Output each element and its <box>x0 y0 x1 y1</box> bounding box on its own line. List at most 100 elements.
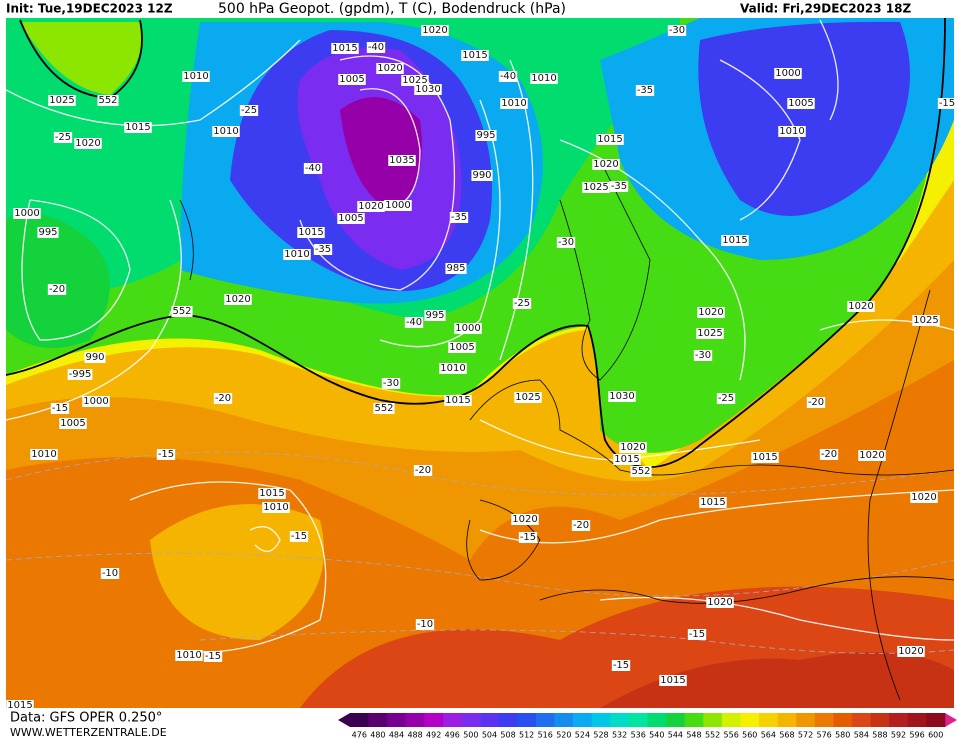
temperature-label-box <box>693 350 713 361</box>
colorbar-swatch <box>350 713 369 727</box>
isobar-label-box <box>124 122 152 133</box>
colorbar-label: 516 <box>538 731 553 740</box>
isobar-label-box <box>258 488 286 499</box>
colorbar-swatch <box>796 713 816 727</box>
temperature-label: -15 <box>205 651 221 662</box>
colorbar-label: 480 <box>370 731 385 740</box>
temperature-label: -20 <box>215 393 231 404</box>
colorbar-swatch <box>703 713 723 727</box>
colorbar-swatch <box>480 713 500 727</box>
colorbar-label: 496 <box>445 731 460 740</box>
temperature-label: -15 <box>158 449 174 460</box>
temperature-label-box <box>213 393 233 404</box>
temperature-label-box <box>687 629 707 640</box>
isobar-label-box <box>706 597 734 608</box>
isobar-label: 1020 <box>911 492 936 503</box>
colorbar-label: 492 <box>426 731 441 740</box>
isobar-label: 1010 <box>531 73 556 84</box>
isobar-label-box <box>751 452 779 463</box>
isobar-label: 1015 <box>332 43 357 54</box>
colorbar-label: 584 <box>854 731 869 740</box>
isobar-label: 1020 <box>898 646 923 657</box>
isobar-label: 995 <box>476 130 495 141</box>
isobar-label: 1005 <box>339 74 364 85</box>
colorbar-swatch <box>926 713 946 727</box>
colorbar: 476 480 484 488 492 496 500 504 508 512 516 520 524 5… <box>338 713 957 740</box>
temperature-label: -35 <box>451 212 467 223</box>
colorbar-label: 540 <box>649 731 664 740</box>
temperature-label-box <box>635 85 655 96</box>
init-time: Init: Tue,19DEC2023 12Z <box>6 2 173 16</box>
temperature-label: -25 <box>241 105 257 116</box>
colorbar-label: 568 <box>779 731 794 740</box>
isobar-label-box <box>48 95 76 106</box>
temperature-label: -40 <box>368 42 384 53</box>
temperature-label: -20 <box>808 397 824 408</box>
isobar-label-box <box>608 391 636 402</box>
temperature-label: -995 <box>69 369 92 380</box>
isobar-label: 1035 <box>389 155 414 166</box>
temperature-label-box <box>313 244 333 255</box>
isobar-label: 1025 <box>913 315 938 326</box>
isobar-label: 1010 <box>440 363 465 374</box>
isobar-label-box <box>421 25 449 36</box>
isobar-label: 1020 <box>593 159 618 170</box>
temperature-label: -30 <box>558 237 574 248</box>
colorbar-label: 520 <box>556 731 571 740</box>
isobar-label: 1020 <box>225 294 250 305</box>
isobar-label: 1025 <box>402 75 427 86</box>
isobar-label-box <box>444 395 472 406</box>
isobar-label: 1020 <box>512 514 537 525</box>
temperature-label: -30 <box>669 25 685 36</box>
colorbar-swatch <box>554 713 574 727</box>
isobar-label: 990 <box>85 352 104 363</box>
isobar-label: 1015 <box>752 452 777 463</box>
colorbar-label: 596 <box>909 731 924 740</box>
temperature-label: -20 <box>573 520 589 531</box>
colorbar-label: 592 <box>891 731 906 740</box>
isobar-label-box <box>401 75 429 86</box>
isobar-label: 1020 <box>358 201 383 212</box>
colorbar-swatch <box>573 713 593 727</box>
colorbar-label: 532 <box>612 731 627 740</box>
isobar-label-box <box>787 98 815 109</box>
colorbar-swatch <box>535 713 555 727</box>
isobar-label-box <box>619 442 647 453</box>
isobar-label-box <box>500 98 528 109</box>
colorbar-swatch <box>647 713 667 727</box>
temperature-label: -30 <box>383 378 399 389</box>
temperature-label-box <box>67 369 93 380</box>
colorbar-swatch <box>907 713 927 727</box>
isobar-label-box <box>454 323 482 334</box>
temperature-label-box <box>415 619 435 630</box>
temperature-label: -40 <box>305 163 321 174</box>
temperature-label-box <box>556 237 576 248</box>
colorbar-swatch <box>833 713 853 727</box>
map-title: 500 hPa Geopot. (gpdm), T (C), Bodendruc… <box>218 1 566 17</box>
isobar-label-box <box>297 227 325 238</box>
temperature-label-box <box>609 181 629 192</box>
temperature-label: -35 <box>315 244 331 255</box>
colorbar-label: 556 <box>724 731 739 740</box>
colorbar-arrow-right <box>945 713 957 727</box>
isobar-label-box <box>596 134 624 145</box>
isobar-label: 1010 <box>263 502 288 513</box>
height-label: 552 <box>374 403 393 414</box>
isobar-label-box <box>910 492 938 503</box>
isobar-label: 1000 <box>83 396 108 407</box>
colorbar-swatch <box>610 713 630 727</box>
isobar-label: 1025 <box>49 95 74 106</box>
temperature-label-box <box>819 449 839 460</box>
temperature-label: -35 <box>611 181 627 192</box>
isobar-label: 1015 <box>298 227 323 238</box>
isobar-label-box <box>283 249 311 260</box>
temperature-label: -20 <box>49 284 65 295</box>
colorbar-label: 580 <box>835 731 850 740</box>
isobar-label-box <box>262 502 290 513</box>
isobar-label: 1015 <box>259 488 284 499</box>
isobar-label-box <box>337 213 365 224</box>
colorbar-swatch <box>628 713 648 727</box>
isobar-label: 1020 <box>859 450 884 461</box>
colorbar-swatch <box>368 713 388 727</box>
